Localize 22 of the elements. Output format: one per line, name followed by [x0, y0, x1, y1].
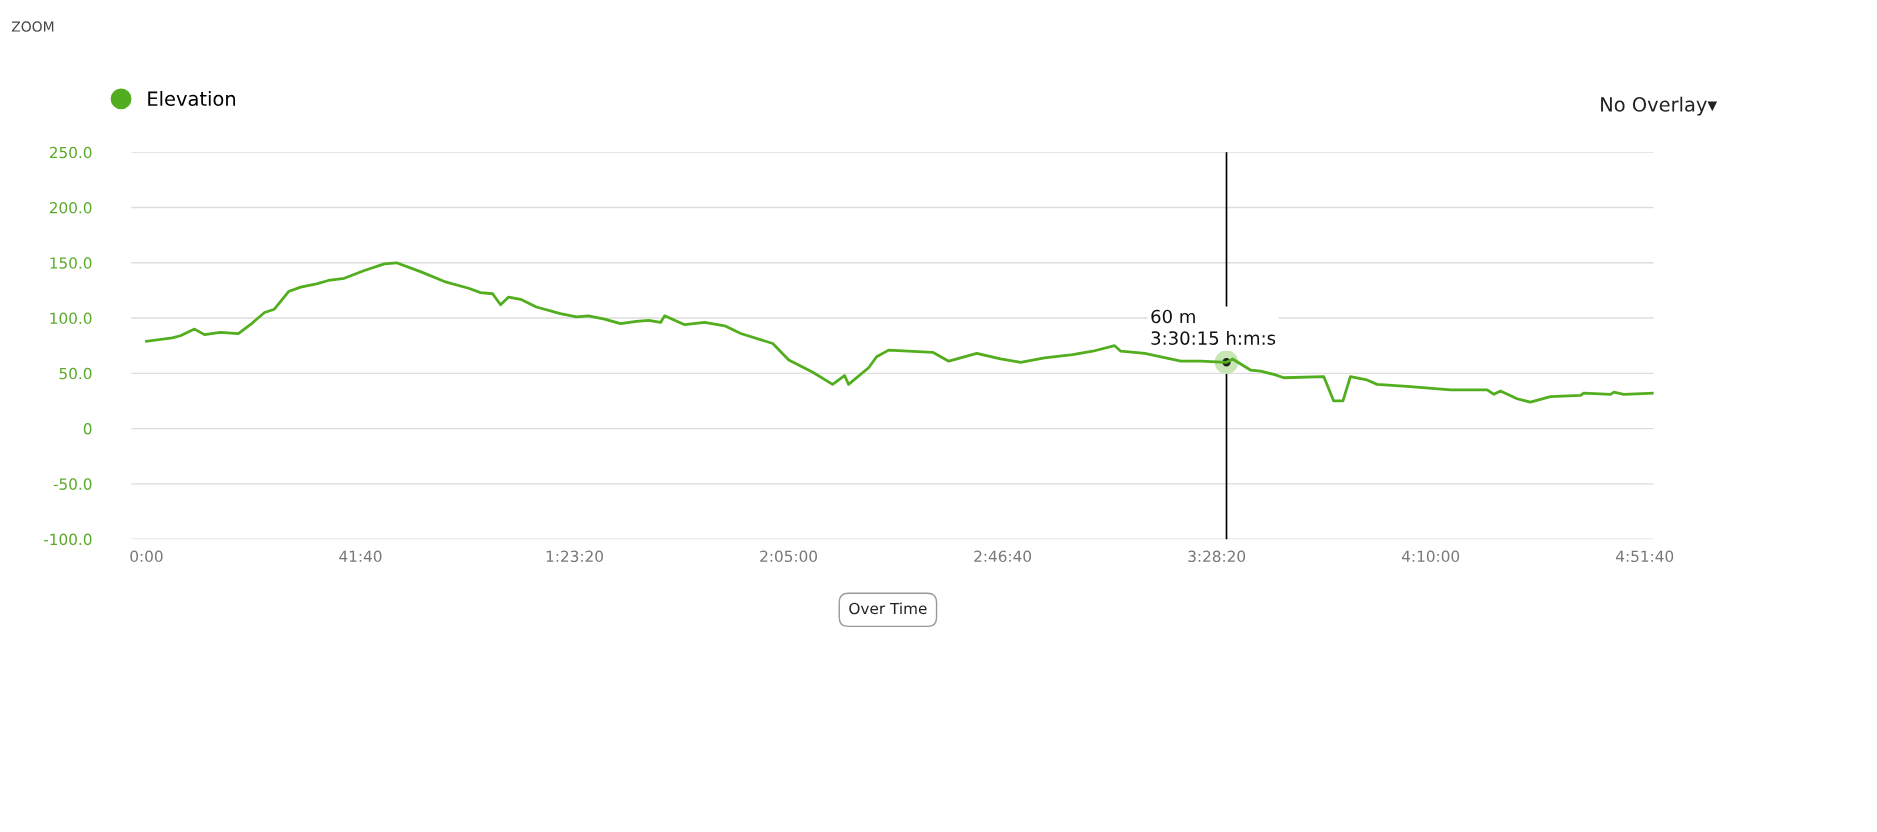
y-tick-label: 250.0: [49, 146, 92, 159]
y-tick-label: 50.0: [59, 367, 92, 380]
y-tick-label: 150.0: [50, 257, 92, 269]
x-tick-label: 1:23:20: [546, 550, 603, 563]
x-tick-label: 4:51:40: [1616, 550, 1674, 563]
y-tick-label: -100.0: [44, 533, 92, 546]
x-tick-label: 41:40: [339, 550, 382, 563]
y-tick-label: 100.0: [50, 312, 92, 325]
x-tick-label: 0:00: [130, 550, 163, 563]
text: No Overlay▾: [1601, 96, 1718, 116]
y-tick-label: -50.0: [53, 478, 92, 490]
y-tick-label: 0: [83, 423, 92, 435]
annotation: 60 m 3:30:15 h:m:s: [1151, 309, 1276, 345]
text: Over Time: [849, 602, 927, 615]
line-series: [145, 261, 1654, 404]
x-tick-label: 2:05:00: [760, 550, 818, 563]
text: ZOOM: [11, 21, 54, 32]
x-tick-label: 4:10:00: [1401, 550, 1460, 563]
x-tick-label: 3:28:20: [1188, 550, 1246, 563]
legend-label: Elevation: [148, 90, 236, 107]
x-tick-label: 2:46:40: [974, 550, 1032, 563]
y-tick-label: 200.0: [49, 201, 92, 214]
